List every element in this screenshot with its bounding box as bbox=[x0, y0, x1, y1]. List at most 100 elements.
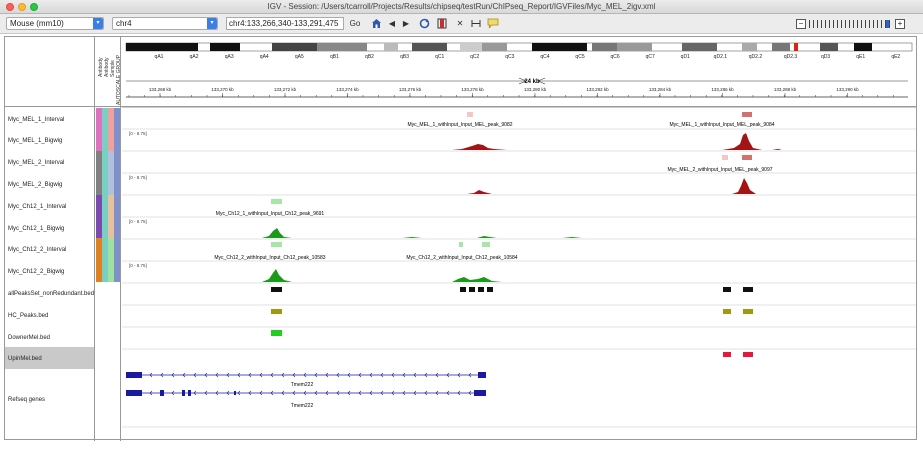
bed-feature[interactable] bbox=[469, 287, 475, 292]
hc-peaks-track[interactable] bbox=[271, 309, 753, 314]
bed-feature[interactable] bbox=[723, 352, 731, 357]
attribute-cell[interactable] bbox=[96, 151, 102, 195]
chromosome-select[interactable]: chr4 ▾ bbox=[112, 17, 218, 30]
strand-chevron bbox=[237, 372, 241, 378]
track-name[interactable]: Myc_MEL_1_Interval bbox=[8, 117, 65, 123]
resize-to-window-icon[interactable]: ✕ bbox=[456, 19, 464, 28]
close-window-button[interactable] bbox=[6, 3, 14, 11]
mel1-interval-track[interactable]: Myc_MEL_1_withInput_Input_MEL_peak_9082 … bbox=[407, 112, 775, 128]
chromosome-ideogram[interactable]: qA1 qA2 qA3 qA4 qA5 qB1 qB2 qB3 qC1 qC2 qC3 qC4 qC5 q… bbox=[125, 42, 913, 60]
locus-input[interactable]: chr4:133,266,340-133,291,475 bbox=[226, 17, 344, 30]
ch12-2-interval-track[interactable]: Myc_Ch12_2_withInput_Input_Ch12_peak_105… bbox=[214, 242, 518, 261]
refseq-genes-track[interactable]: Tmem222 Tmem222 bbox=[126, 372, 486, 409]
bed-feature[interactable] bbox=[743, 309, 753, 314]
peak-label: Myc_Ch12_2_withInput_Input_Ch12_peak_105… bbox=[214, 255, 325, 261]
attribute-cell[interactable] bbox=[114, 108, 120, 282]
peak-label: Myc_Ch12_1_withInput_Input_Ch12_peak_969… bbox=[216, 211, 325, 217]
track-name[interactable]: Myc_MEL_2_Bigwig bbox=[8, 182, 63, 188]
ideogram-band-label: qC5 bbox=[575, 54, 584, 60]
strand-chevron bbox=[215, 372, 219, 378]
track-name[interactable]: Myc_MEL_2_Interval bbox=[8, 160, 65, 166]
genome-browser-canvas[interactable]: qA1 qA2 qA3 qA4 qA5 qB1 qB2 qB3 qC1 qC2 qC3 qC4 qC5 q… bbox=[122, 37, 916, 441]
bed-feature[interactable] bbox=[271, 287, 282, 292]
interval-feature[interactable] bbox=[271, 199, 282, 204]
track-name[interactable]: allPeaksSet_nonRedundant.bed bbox=[8, 291, 95, 297]
mel1-bigwig-track[interactable]: [0 - 8.75] bbox=[129, 131, 782, 150]
interval-feature[interactable] bbox=[467, 112, 473, 117]
track-name[interactable]: UpinMel.bed bbox=[8, 356, 42, 362]
ruler-tick-label: 133,282 kb bbox=[586, 87, 609, 92]
bed-feature[interactable] bbox=[743, 287, 753, 292]
track-name[interactable]: Myc_MEL_1_Bigwig bbox=[8, 138, 63, 144]
interval-feature[interactable] bbox=[271, 242, 282, 247]
all-peaks-track[interactable] bbox=[271, 287, 753, 292]
ch12-1-interval-track[interactable]: Myc_Ch12_1_withInput_Input_Ch12_peak_969… bbox=[216, 199, 325, 217]
strand-chevron bbox=[358, 390, 362, 396]
ideogram-band-label: qC3 bbox=[505, 54, 514, 60]
interval-feature[interactable] bbox=[722, 155, 728, 160]
zoom-window-button[interactable] bbox=[30, 3, 38, 11]
ruler-tick-label: 133,284 kb bbox=[649, 87, 672, 92]
refresh-icon[interactable] bbox=[418, 18, 430, 30]
interval-feature[interactable] bbox=[482, 242, 490, 247]
back-arrow-icon[interactable]: ◀ bbox=[388, 19, 396, 28]
attribute-cell[interactable] bbox=[108, 238, 114, 282]
bed-feature[interactable] bbox=[487, 287, 493, 292]
ch12-1-bigwig-track[interactable]: [0 - 8.75] bbox=[129, 219, 582, 238]
ideogram-band-label: qA4 bbox=[260, 54, 269, 60]
interval-feature[interactable] bbox=[742, 112, 752, 117]
track-name[interactable]: Myc_Ch12_1_Bigwig bbox=[8, 226, 65, 232]
attribute-cell[interactable] bbox=[108, 151, 114, 195]
bed-feature[interactable] bbox=[460, 287, 466, 292]
strand-chevron bbox=[259, 390, 263, 396]
ruler-icon[interactable] bbox=[470, 18, 482, 30]
ruler[interactable]: 24 kb 133,268 kb 133,270 kb 133,272 kb 133,… bbox=[126, 77, 908, 98]
track-name[interactable]: Myc_Ch12_2_Bigwig bbox=[8, 269, 65, 275]
mel2-bigwig-track[interactable]: [0 - 8.75] bbox=[129, 175, 756, 194]
strand-chevron bbox=[347, 390, 351, 396]
attribute-cell[interactable] bbox=[108, 108, 114, 151]
interval-feature[interactable] bbox=[742, 155, 752, 160]
strand-chevron bbox=[325, 372, 329, 378]
track-name[interactable]: Refseq genes bbox=[8, 397, 46, 403]
track-name[interactable]: Myc_Ch12_1_Interval bbox=[8, 204, 67, 210]
downer-mel-track[interactable] bbox=[271, 330, 282, 336]
attribute-cell[interactable] bbox=[96, 195, 102, 238]
bed-feature[interactable] bbox=[723, 309, 731, 314]
zoom-level-marker[interactable] bbox=[886, 20, 889, 28]
ruler-span-label: 24 kb bbox=[524, 79, 540, 85]
forward-arrow-icon[interactable]: ▶ bbox=[402, 19, 410, 28]
strand-chevron bbox=[303, 390, 307, 396]
attribute-cell[interactable] bbox=[108, 195, 114, 238]
ch12-2-bigwig-track[interactable]: [0 - 8.75] bbox=[129, 263, 502, 282]
zoom-in-button[interactable]: + bbox=[895, 19, 905, 29]
popup-info-icon[interactable] bbox=[486, 18, 500, 30]
region-of-interest-icon[interactable] bbox=[436, 18, 448, 30]
track-name[interactable]: DownerMel.bed bbox=[8, 335, 51, 341]
bed-feature[interactable] bbox=[478, 287, 484, 292]
bed-feature[interactable] bbox=[271, 330, 282, 336]
track-name[interactable]: Myc_Ch12_2_Interval bbox=[8, 247, 67, 253]
data-panel[interactable]: qA1 qA2 qA3 qA4 qA5 qB1 qB2 qB3 qC1 qC2 qC3 qC4 qC5 q… bbox=[122, 37, 916, 441]
go-button[interactable]: Go bbox=[349, 19, 361, 28]
home-icon[interactable] bbox=[370, 18, 382, 30]
attribute-cell[interactable] bbox=[102, 108, 108, 282]
chevron-down-icon: ▾ bbox=[207, 18, 217, 29]
zoom-slider[interactable] bbox=[809, 20, 893, 28]
zoom-out-button[interactable]: − bbox=[796, 19, 806, 29]
track-name[interactable]: HC_Peaks.bed bbox=[8, 313, 49, 319]
interval-feature[interactable] bbox=[459, 242, 463, 247]
strand-chevron bbox=[215, 390, 219, 396]
ruler-tick-label: 133,278 kb bbox=[461, 87, 484, 92]
minimize-window-button[interactable] bbox=[18, 3, 26, 11]
bed-feature[interactable] bbox=[271, 309, 282, 314]
attribute-cell[interactable] bbox=[96, 238, 102, 282]
bed-feature[interactable] bbox=[743, 352, 753, 357]
attribute-header[interactable]: Antibody Antibody Sample AUTOSCALE GROUP bbox=[95, 37, 122, 107]
genome-select[interactable]: Mouse (mm10) ▾ bbox=[6, 17, 104, 30]
mel2-interval-track[interactable]: Myc_MEL_2_withInput_Input_MEL_peak_9097 bbox=[667, 155, 773, 173]
bed-feature[interactable] bbox=[723, 287, 731, 292]
strand-chevron bbox=[248, 390, 252, 396]
attribute-cell[interactable] bbox=[96, 108, 102, 151]
upin-mel-track[interactable] bbox=[723, 352, 753, 357]
